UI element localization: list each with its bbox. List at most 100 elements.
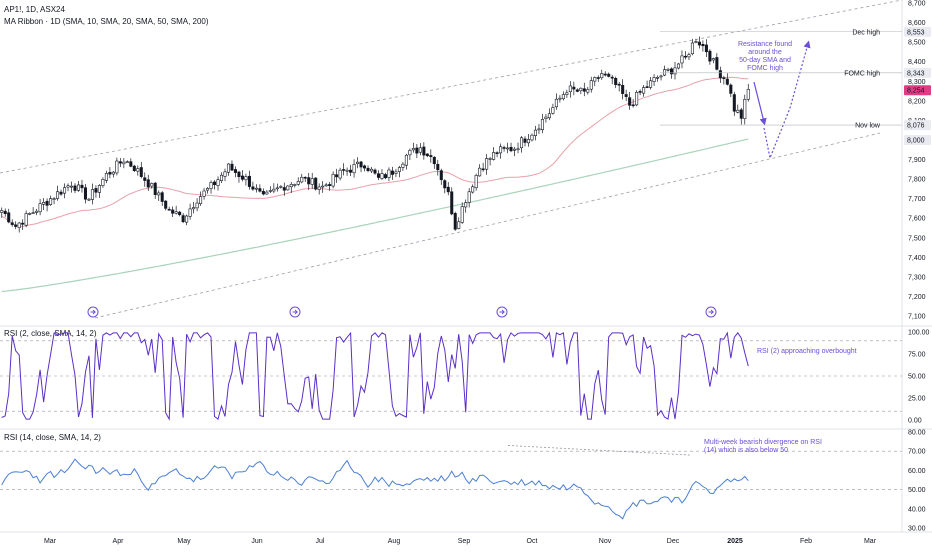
candle-body <box>488 158 492 160</box>
resistance-annotation-line-2: around the <box>748 49 782 56</box>
candle <box>422 142 426 160</box>
rsi14-annotation-line-2: (14) which is also below 50 <box>704 447 788 454</box>
candle <box>146 174 150 191</box>
candle-body <box>94 188 98 193</box>
candle <box>481 162 485 172</box>
candle <box>314 177 318 191</box>
candle-body <box>52 198 56 200</box>
candle-body <box>233 169 237 173</box>
candle <box>603 71 607 77</box>
osc-tick-label: 100.00 <box>908 330 930 337</box>
candle-body <box>80 184 84 189</box>
candle-body <box>499 146 503 154</box>
candle-body <box>247 175 251 187</box>
candle-body <box>495 152 499 154</box>
candle <box>711 57 715 64</box>
marker-value-tag <box>904 120 931 131</box>
candle <box>233 166 237 178</box>
event-marker-icon[interactable] <box>705 306 717 318</box>
price-tick-label: 7,600 <box>908 216 926 223</box>
candle <box>143 172 147 187</box>
marker-value: 8,000 <box>907 137 925 144</box>
candle <box>582 82 586 97</box>
candle-body <box>132 165 136 172</box>
candle-body <box>272 188 276 192</box>
candle <box>697 36 701 49</box>
candle <box>181 212 185 224</box>
candle <box>373 168 377 175</box>
candle <box>547 108 551 121</box>
osc-tick-label: 25.00 <box>908 396 926 403</box>
candle <box>202 187 206 200</box>
candle <box>579 87 583 95</box>
candle <box>122 158 126 169</box>
candle <box>676 62 681 70</box>
candle-body <box>432 156 436 165</box>
candle <box>523 136 527 147</box>
candle-body <box>10 222 14 225</box>
candle-body <box>146 179 150 188</box>
candle <box>739 107 743 125</box>
event-marker-icon[interactable] <box>496 306 508 318</box>
candle-body <box>575 89 579 92</box>
event-marker-icon[interactable] <box>289 306 301 318</box>
candle <box>673 61 677 80</box>
candle <box>464 199 468 213</box>
indicator-title: MA Ribbon · 1D (SMA, 10, SMA, 20, SMA, 5… <box>4 17 209 26</box>
candle-body <box>17 222 21 228</box>
candle-body <box>635 91 639 106</box>
candle-body <box>390 170 394 175</box>
candle <box>429 149 433 163</box>
candle <box>293 183 297 188</box>
candle <box>425 153 429 158</box>
candle-body <box>631 104 635 107</box>
candle <box>338 167 342 181</box>
candle-body <box>383 174 387 179</box>
candle-body <box>659 75 663 78</box>
candle-body <box>697 41 701 46</box>
candle <box>3 208 7 217</box>
candle-body <box>530 134 534 141</box>
candle <box>690 38 694 56</box>
candle <box>52 197 56 205</box>
candle <box>7 208 11 224</box>
candle-body <box>174 211 178 214</box>
event-marker-icon[interactable] <box>87 306 99 318</box>
marker-value: 8,076 <box>907 123 925 130</box>
candle-body <box>164 200 168 209</box>
candle <box>59 189 63 196</box>
candle <box>136 165 140 176</box>
rsi2-panel: 100.00 75.00 50.00 25.00 0.00 <box>0 330 930 425</box>
candle <box>540 113 544 134</box>
candle <box>453 211 457 231</box>
candle-body <box>380 173 384 179</box>
projection-arrow-down <box>753 81 767 126</box>
marker-value-tag <box>904 67 931 78</box>
candle-body <box>446 186 450 193</box>
candle-body <box>415 147 419 154</box>
candle <box>31 207 35 214</box>
candle-body <box>293 184 297 186</box>
candle <box>460 202 464 224</box>
candle <box>488 156 492 166</box>
candle-body <box>645 86 649 88</box>
candle <box>614 76 618 89</box>
candle <box>436 159 440 176</box>
candle <box>390 166 394 180</box>
candle <box>600 69 604 80</box>
candle <box>244 173 248 186</box>
candle <box>568 81 572 98</box>
candle-body <box>579 87 583 92</box>
candle <box>380 168 384 181</box>
candle <box>411 142 415 153</box>
candle <box>199 191 203 206</box>
osc-series-line <box>1 458 749 520</box>
candle-body <box>743 99 747 119</box>
candle-body <box>614 78 618 86</box>
price-tick-label: 7,200 <box>908 294 926 301</box>
rsi2-title: RSI (2, close, SMA, 14, 2) <box>4 329 97 338</box>
candle-body <box>258 188 262 192</box>
candle-body <box>178 211 182 216</box>
candle <box>352 159 356 178</box>
